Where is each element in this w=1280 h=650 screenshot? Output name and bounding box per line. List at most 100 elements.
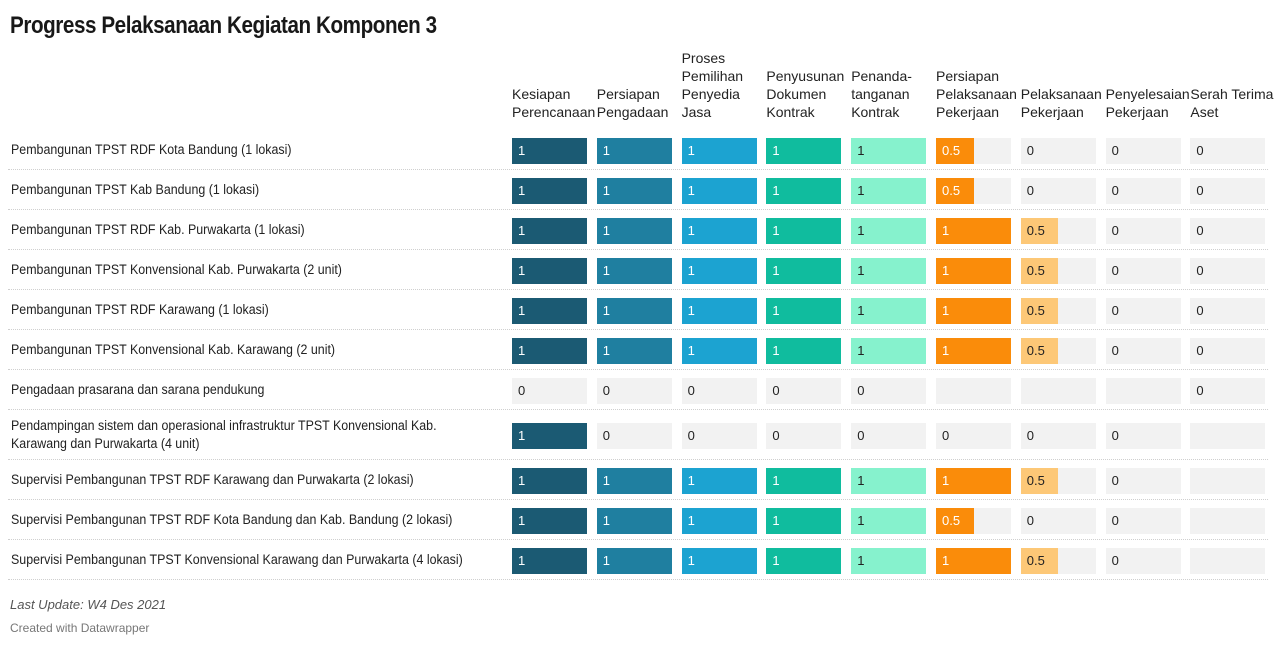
progress-bar	[596, 138, 672, 164]
progress-cell: 1	[681, 258, 757, 284]
value-label: 1	[942, 473, 950, 488]
progress-cell: 1	[596, 338, 672, 364]
progress-cell: 1	[851, 468, 927, 494]
progress-bar	[936, 508, 974, 534]
progress-cell: 1	[596, 178, 672, 204]
progress-bar	[1020, 338, 1059, 364]
value-label: 1	[602, 183, 611, 198]
progress-cell: 1	[596, 468, 672, 494]
progress-bar	[766, 548, 842, 574]
value-label: 1	[602, 473, 611, 488]
value-label: 1	[857, 303, 865, 318]
progress-cell: 1	[851, 218, 927, 244]
progress-cell	[1020, 378, 1096, 404]
value-label: 1	[602, 303, 611, 318]
progress-bar	[596, 338, 672, 364]
progress-cell: 1	[596, 258, 672, 284]
progress-cell: 0	[512, 378, 587, 404]
progress-cell: 1	[936, 468, 1011, 494]
value-label: 1	[687, 343, 695, 358]
progress-cell: 1	[512, 508, 587, 534]
column-header: Kesiapan Perencanaan	[512, 86, 596, 120]
progress-bar	[851, 468, 927, 494]
progress-bar	[512, 178, 587, 204]
row-label: Pembangunan TPST Konvensional Kab. Purwa…	[11, 262, 342, 277]
progress-cell: 0.5	[936, 178, 1011, 204]
value-label: 1	[602, 263, 611, 278]
value-label: 1	[857, 343, 865, 358]
value-label: 0	[1196, 143, 1204, 158]
progress-cell: 1	[851, 258, 927, 284]
progress-cell: 1	[936, 338, 1011, 364]
progress-bar	[851, 548, 927, 574]
value-label: 0	[1111, 428, 1119, 443]
value-label: 0	[857, 383, 865, 398]
progress-bar	[681, 298, 757, 324]
progress-cell: 1	[936, 548, 1011, 574]
column-header: Penyusunan Dokumen Kontrak	[766, 68, 845, 120]
value-label: 0	[1111, 553, 1119, 568]
row-label: Supervisi Pembangunan TPST RDF Kota Band…	[11, 512, 453, 527]
progress-bar	[681, 338, 757, 364]
progress-bar	[851, 178, 927, 204]
progress-cell: 0	[766, 423, 842, 449]
progress-cell: 1	[766, 218, 842, 244]
value-label: 1	[772, 473, 780, 488]
chart-title: Progress Pelaksanaan Kegiatan Komponen 3	[10, 12, 437, 39]
value-label: 1	[518, 303, 526, 318]
value-label: 1	[772, 143, 780, 158]
progress-cell: 0	[596, 423, 672, 449]
value-label: 0	[1196, 303, 1204, 318]
progress-cell: 0	[681, 378, 757, 404]
progress-cell: 1	[766, 548, 842, 574]
value-label: 1	[518, 183, 526, 198]
progress-cell: 0.5	[1020, 258, 1096, 284]
progress-bar	[851, 508, 927, 534]
progress-cell: 1	[851, 548, 927, 574]
value-label: 1	[687, 263, 695, 278]
row-label: Supervisi Pembangunan TPST RDF Karawang …	[11, 472, 414, 487]
progress-cell: 1	[596, 218, 672, 244]
progress-cell: 1	[766, 178, 842, 204]
progress-bar	[596, 298, 672, 324]
value-label: 1	[687, 183, 695, 198]
value-label: 0	[1111, 143, 1119, 158]
progress-bar	[681, 218, 757, 244]
value-label: 1	[772, 223, 780, 238]
progress-cell: 0	[936, 423, 1011, 449]
progress-cell: 0	[1105, 298, 1181, 324]
progress-bar	[851, 218, 927, 244]
value-label: 0	[1026, 143, 1035, 158]
progress-cell: 1	[596, 508, 672, 534]
progress-cell: 1	[512, 423, 587, 449]
progress-cell: 0	[1105, 338, 1181, 364]
progress-cell: 0	[1190, 218, 1266, 244]
progress-cell: 1	[512, 468, 587, 494]
value-label: 0	[687, 428, 695, 443]
progress-bar	[851, 138, 927, 164]
progress-bar	[936, 218, 1011, 244]
progress-cell: 0	[1105, 218, 1181, 244]
progress-cell: 1	[681, 338, 757, 364]
table-row: Supervisi Pembangunan TPST Konvensional …	[8, 541, 1268, 580]
value-label: 0	[1026, 428, 1035, 443]
column-header: Penyelesaian Pekerjaan	[1105, 86, 1190, 120]
value-label: 0	[1026, 513, 1035, 528]
table-row: Pembangunan TPST RDF Kab. Purwakarta (1 …	[8, 211, 1268, 250]
progress-cell: 1	[766, 298, 842, 324]
progress-bar	[936, 548, 1011, 574]
progress-cell: 1	[681, 138, 757, 164]
value-label: 1	[518, 143, 526, 158]
value-label: 1	[518, 428, 526, 443]
progress-bar	[1020, 218, 1059, 244]
progress-cell: 1	[681, 218, 757, 244]
progress-bar	[936, 298, 1011, 324]
progress-cell: 0	[1020, 138, 1096, 164]
row-label: Pembangunan TPST Konvensional Kab. Karaw…	[11, 342, 336, 357]
progress-cell: 1	[512, 218, 587, 244]
last-update-note: Last Update: W4 Des 2021	[10, 597, 167, 612]
progress-cell	[1190, 468, 1266, 494]
value-label: 1	[518, 223, 526, 238]
value-label: 0	[1196, 343, 1204, 358]
value-label: 0	[772, 383, 780, 398]
